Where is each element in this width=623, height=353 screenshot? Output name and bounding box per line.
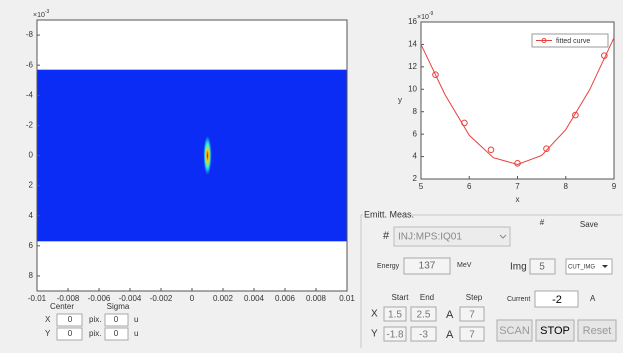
energy: 137 [419,261,436,272]
scan-rows: X 1.5 2.5 7 A Y -1.8 -3 7 A [371,307,484,341]
value: 0 [68,315,73,324]
y-tick-label: 12 [408,62,417,71]
value: 0 [68,329,73,338]
x-tick-label: 5 [419,182,424,191]
beam-image [37,70,347,242]
x-tick-label: -0.002 [150,294,173,303]
y-tick-label: 6 [29,241,34,250]
unit: pix. [89,315,101,324]
y-tick-label: 2 [29,181,34,190]
unit: pix. [89,329,101,338]
y-tick-label: 4 [29,211,34,220]
header: Save [580,220,599,229]
header: Center [50,302,74,311]
value: 7 [469,330,475,341]
y-tick-label: 8 [413,107,418,116]
label: X [45,315,51,324]
multiplier-exp: -9 [429,11,434,17]
screen: -0.01-0.008-0.006-0.004-0.00200.0020.004… [0,0,623,348]
app: -0.01-0.008-0.006-0.004-0.00200.0020.004… [0,0,623,348]
y-tick-label: -4 [26,90,34,99]
multiplier-base: ×10 [417,14,429,21]
pv: INJ:MPS:IQ01 [398,232,462,243]
header: End [420,293,434,302]
y-axis-label: y [398,96,402,105]
value: 7 [469,310,475,321]
button-label: STOP [540,325,570,337]
label: # [383,230,390,242]
value: 2.5 [417,310,431,321]
buttons: SCAN STOP Reset [497,320,616,341]
x-tick-label: 6 [467,182,472,191]
header: # [540,218,545,227]
y-tick-label: 2 [413,174,418,183]
y-tick-label: -2 [26,120,34,129]
header: Step [466,293,483,302]
label: X [371,309,378,320]
y-tick-label: 10 [408,84,417,93]
value: 1.5 [388,310,402,321]
x-axis-label: x [516,195,520,204]
button-label: SCAN [499,325,530,337]
row: Y 0 pix. 0 u [45,328,138,340]
x-tick-label: 0.004 [244,294,265,303]
y-tick-label: -8 [26,30,34,39]
x-tick-label: 0.01 [339,294,355,303]
y-tick-label: 8 [29,271,34,280]
label: Y [371,329,378,340]
label: Y [45,329,51,338]
label: Energy [377,263,400,270]
button-label: Reset [583,325,612,337]
y-tick-label: 0 [29,151,34,160]
y-tick-label: 6 [413,129,418,138]
x-tick-label: 7 [515,182,520,191]
axis-multiplier: ×10-9 [417,11,434,21]
unit: A [446,309,454,321]
panel-title: Emitt. Meas. [364,209,414,219]
x-tick-label: -0.01 [28,294,47,303]
y-tick-label: 4 [413,152,418,161]
row: X 0 pix. 0 u [45,314,138,326]
y-tick-label: 14 [408,40,417,49]
label: Current [507,296,530,303]
label: Img [510,262,527,273]
x-tick-label: 9 [612,182,617,191]
save-option: CUT_IMG [568,265,595,271]
x-tick-label: 0 [190,294,195,303]
unit: A [590,294,596,303]
axis-multiplier: ×10-3 [33,9,50,19]
y-tick-label: -6 [26,60,34,69]
unit: A [446,329,454,341]
unit: u [134,315,138,324]
multiplier-exp: -3 [45,9,50,15]
beam-spot [204,136,212,175]
x-tick-label: 0.006 [275,294,296,303]
current: -2 [552,294,562,306]
header: Start [392,293,410,302]
value: -3 [419,330,428,341]
header: Sigma [107,302,130,311]
x-tick-label: 0.002 [213,294,234,303]
value: -1.8 [386,330,404,341]
legend-label: fitted curve [556,38,590,45]
value: 0 [114,315,119,324]
multiplier-base: ×10 [33,12,45,19]
value: 0 [114,329,119,338]
img: 5 [539,262,545,273]
unit: u [134,329,138,338]
unit: MeV [457,262,472,269]
x-tick-label: 8 [564,182,569,191]
x-tick-label: 0.008 [306,294,327,303]
